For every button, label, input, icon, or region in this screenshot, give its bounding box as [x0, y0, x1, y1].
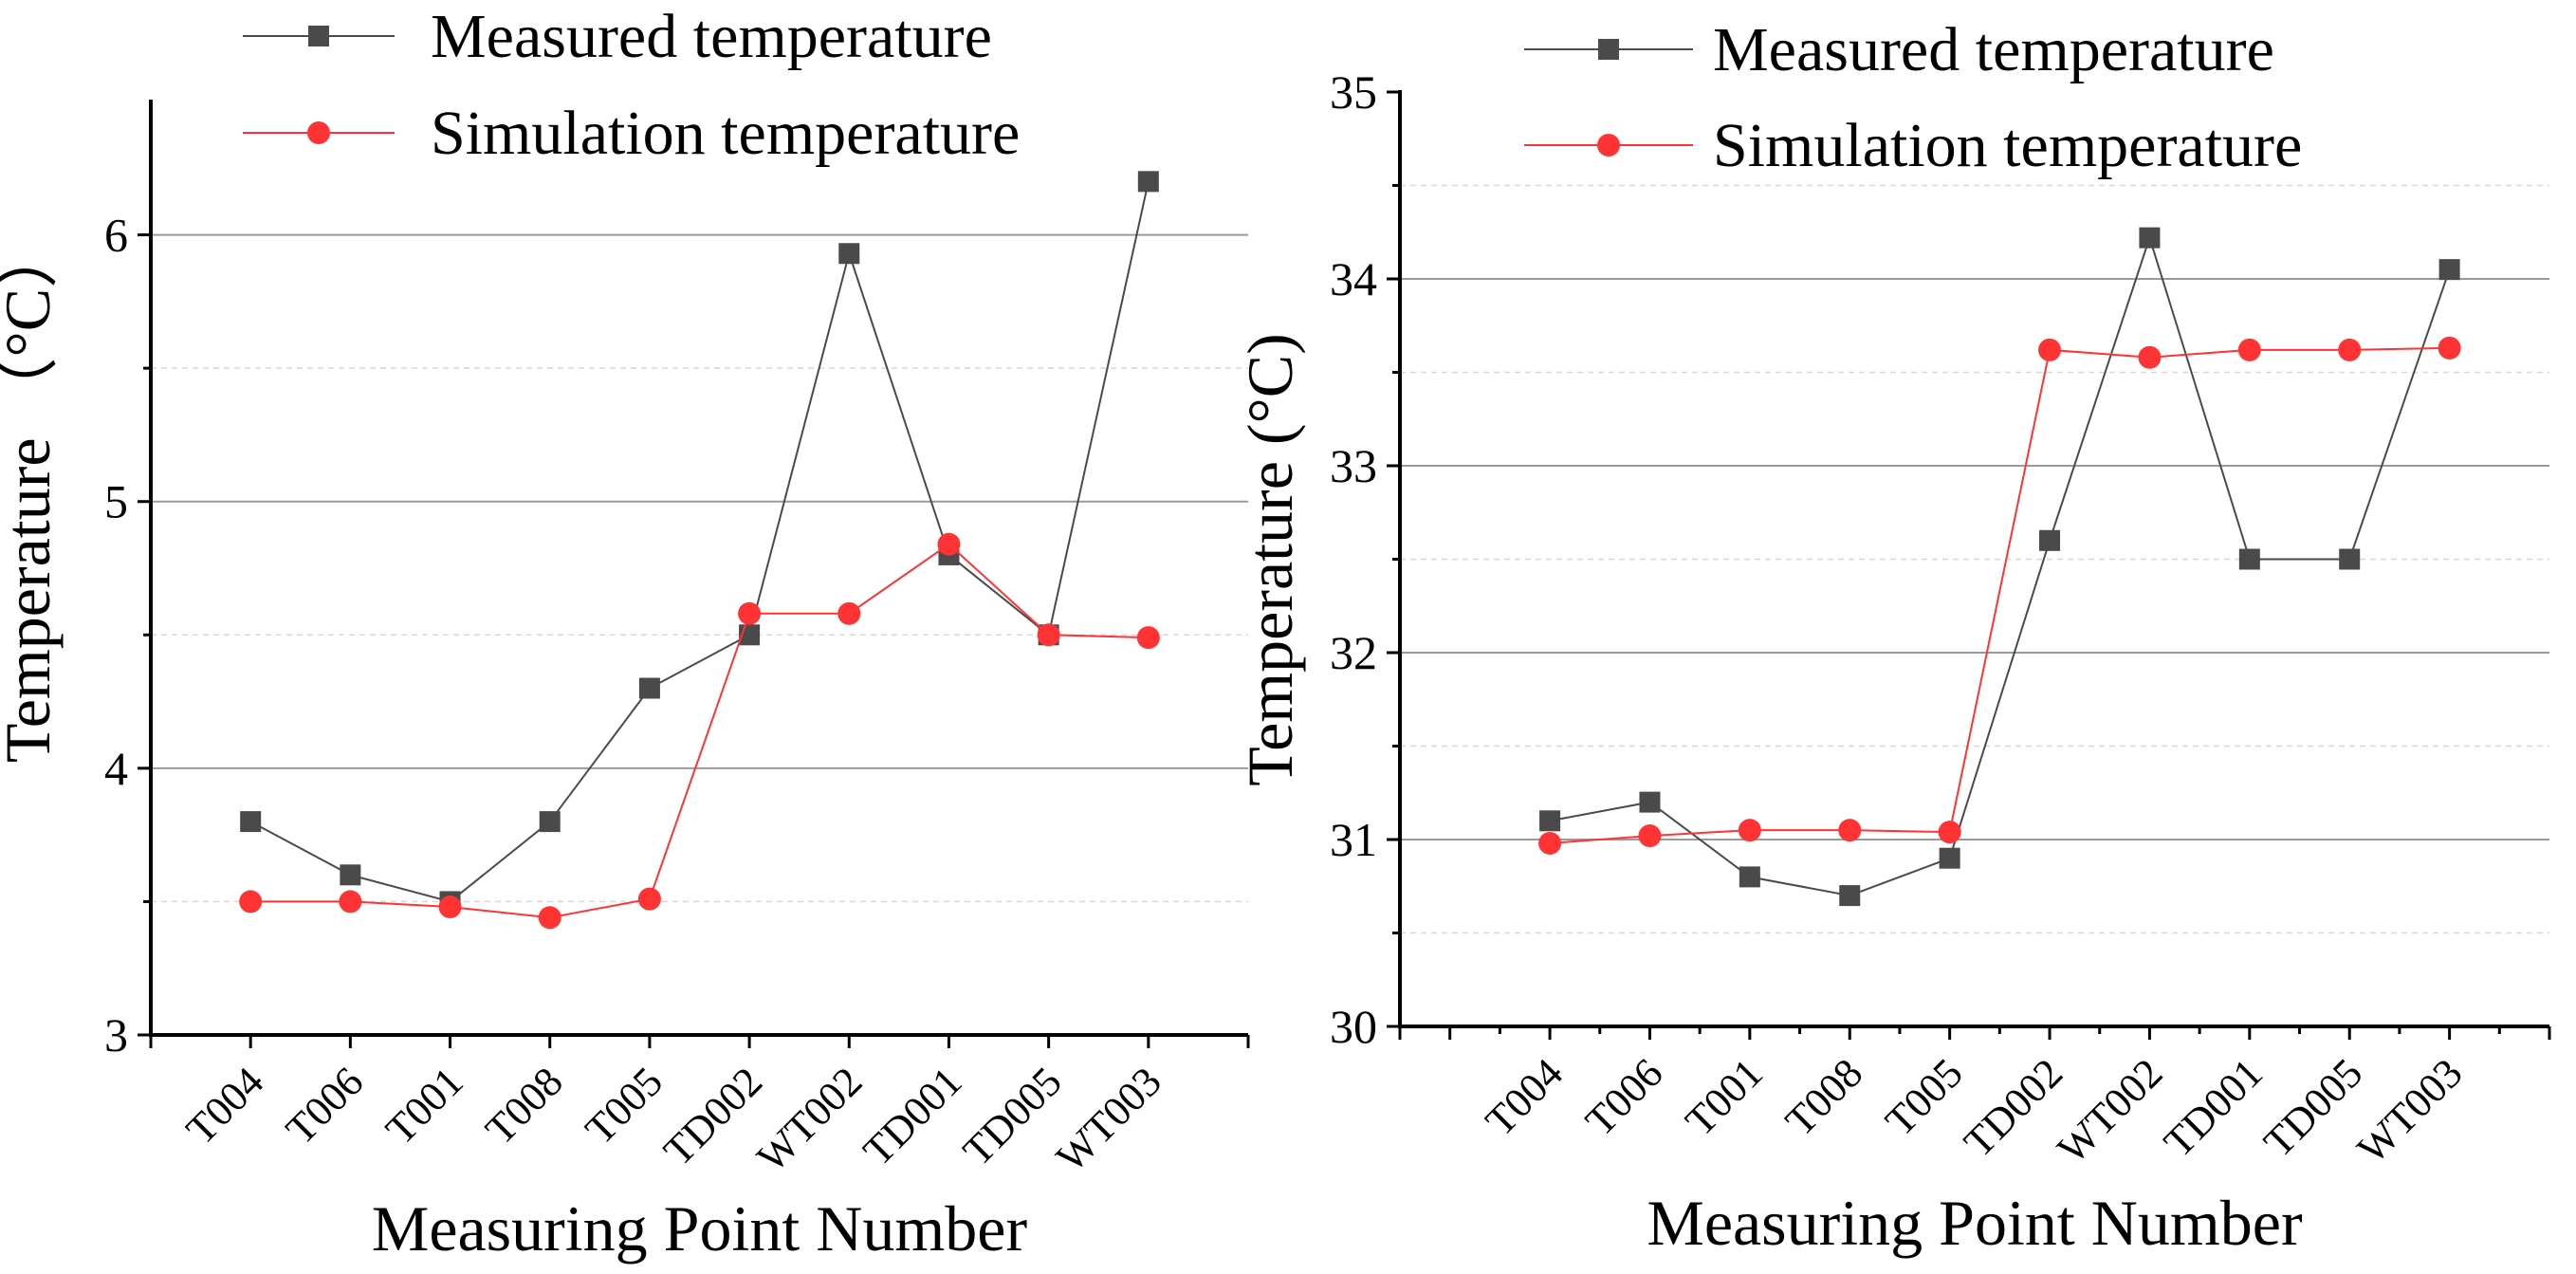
y-tick-label: 31	[1330, 813, 1377, 866]
data-point-circle	[2237, 338, 2261, 361]
legend-label: Simulation temperature	[431, 99, 1020, 168]
x-tick-label: TD001	[855, 1058, 971, 1174]
x-tick-label: TD002	[654, 1058, 771, 1174]
x-axis-title: Measuring Point Number	[1647, 1187, 2303, 1259]
data-point-square	[838, 243, 860, 265]
y-tick-label: 4	[104, 742, 128, 795]
data-point-square	[1739, 866, 1760, 888]
data-point-square	[1539, 810, 1561, 832]
data-point-square	[1639, 791, 1661, 813]
data-point-circle	[837, 601, 861, 625]
data-point-circle	[1738, 819, 1761, 842]
data-point-square	[340, 864, 361, 886]
data-point-circle	[2038, 338, 2062, 361]
data-point-circle	[538, 906, 561, 930]
series-line	[250, 543, 1149, 919]
y-tick-label: 33	[1330, 439, 1377, 492]
data-point-square	[2238, 548, 2260, 570]
data-point-square	[1939, 847, 1960, 869]
y-tick-label: 6	[104, 209, 128, 262]
legend-item-simulation: Simulation temperature	[1524, 111, 2302, 180]
data-point-square	[638, 677, 660, 699]
legend-item-measured: Measured temperature	[243, 2, 992, 71]
legend-marker-square	[308, 26, 329, 46]
legend-marker-circle	[307, 121, 330, 144]
data-point-circle	[239, 890, 263, 914]
series-simulation	[239, 532, 1160, 930]
x-tick-label: WT003	[2348, 1049, 2472, 1172]
x-axis-title: Measuring Point Number	[372, 1192, 1028, 1265]
legend-label: Simulation temperature	[1713, 111, 2302, 180]
data-point-circle	[2338, 338, 2362, 361]
x-tick-label: T004	[177, 1058, 272, 1153]
data-point-circle	[1638, 824, 1662, 848]
x-tick-label: T008	[476, 1058, 571, 1153]
x-tick-label: T004	[1477, 1049, 1572, 1144]
data-point-circle	[339, 890, 362, 914]
y-tick-label: 30	[1330, 1000, 1377, 1053]
legend-label: Measured temperature	[1713, 15, 2274, 84]
data-point-circle	[2138, 345, 2162, 369]
legend-label: Measured temperature	[431, 2, 992, 71]
x-tick-label: T008	[1776, 1049, 1871, 1144]
y-axis-title: Temperature （°C）	[0, 224, 64, 763]
data-point-circle	[637, 887, 661, 911]
y-tick-label: 5	[104, 475, 128, 528]
data-point-circle	[937, 532, 961, 556]
series-line	[1549, 234, 2451, 897]
data-point-square	[240, 811, 262, 833]
legend-item-simulation: Simulation temperature	[243, 99, 1020, 168]
series-simulation	[1538, 336, 2461, 855]
y-tick-label: 35	[1330, 65, 1377, 119]
legend-marker-circle	[1597, 134, 1620, 157]
x-tick-label: T001	[1677, 1049, 1772, 1144]
data-point-circle	[2438, 336, 2461, 360]
y-tick-label: 3	[104, 1008, 128, 1062]
x-tick-label: TD001	[2155, 1049, 2272, 1166]
data-point-circle	[1938, 821, 1961, 844]
data-point-circle	[738, 601, 762, 625]
data-point-square	[2339, 548, 2361, 570]
y-tick-label: 32	[1330, 626, 1377, 679]
y-axis-title: Temperature (°C)	[1234, 333, 1306, 785]
legend-item-measured: Measured temperature	[1524, 15, 2274, 84]
series-measured	[1539, 227, 2460, 907]
x-tick-label: TD002	[1955, 1049, 2071, 1166]
x-tick-label: T006	[1576, 1049, 1671, 1144]
x-tick-label: T001	[377, 1058, 471, 1153]
data-point-circle	[1136, 626, 1160, 650]
x-tick-label: T006	[277, 1058, 372, 1153]
data-point-square	[539, 811, 561, 833]
x-tick-label: WT003	[1047, 1058, 1170, 1181]
series-measured	[240, 171, 1159, 913]
series-line	[1550, 346, 2450, 844]
x-tick-label: WT002	[2049, 1049, 2172, 1172]
data-point-square	[2438, 259, 2460, 281]
x-tick-label: TD005	[2254, 1049, 2371, 1166]
x-tick-label: WT002	[748, 1058, 872, 1181]
data-point-square	[1137, 171, 1159, 193]
series-line	[249, 181, 1150, 903]
data-point-square	[1839, 885, 1861, 907]
data-point-square	[2039, 529, 2061, 551]
data-point-circle	[1538, 831, 1562, 855]
y-tick-label: 34	[1330, 252, 1377, 305]
data-point-circle	[1838, 819, 1862, 842]
x-tick-label: TD005	[954, 1058, 1071, 1174]
data-point-circle	[1037, 623, 1060, 647]
legend-marker-square	[1598, 39, 1619, 60]
data-point-circle	[438, 895, 462, 919]
data-point-square	[2139, 227, 2161, 249]
